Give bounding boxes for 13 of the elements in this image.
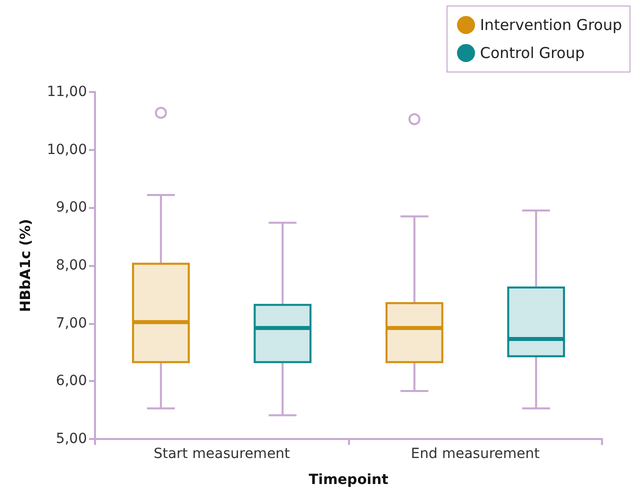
y-tick-label: 6,00 xyxy=(56,373,87,390)
y-axis-title: HBbA1c (%) xyxy=(18,219,34,312)
y-tick-label: 8,00 xyxy=(56,258,87,274)
legend-label: Intervention Group xyxy=(480,16,622,34)
y-tick-label: 11,00 xyxy=(46,84,87,100)
x-tick-label: End measurement xyxy=(410,446,540,462)
x-tick-label: Start measurement xyxy=(154,446,290,462)
y-tick-label: 7,00 xyxy=(56,315,87,332)
legend-label: Control Group xyxy=(480,44,585,62)
y-tick-label: 5,00 xyxy=(56,431,87,447)
y-tick-label: 10,00 xyxy=(46,142,87,158)
x-axis-title: Timepoint xyxy=(308,472,389,488)
y-tick-label: 9,00 xyxy=(56,200,87,216)
